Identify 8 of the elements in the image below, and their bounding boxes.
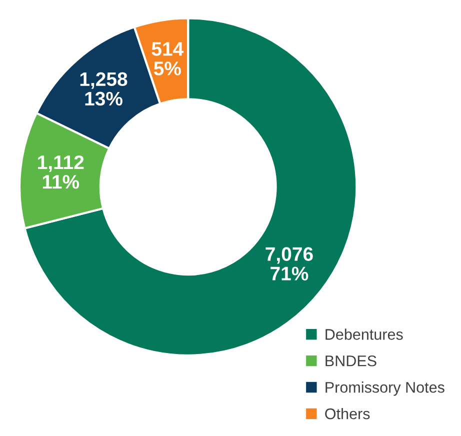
data-label: 7,076 71% xyxy=(266,247,313,280)
data-label: 514 5% xyxy=(152,42,184,76)
legend-label: Promissory Notes xyxy=(326,382,444,396)
data-label: 1,258 13% xyxy=(80,72,128,106)
data-label: 1,112 11% xyxy=(38,155,84,189)
legend-label: Debentures xyxy=(326,328,403,340)
legend-label: Others xyxy=(325,408,370,420)
legend-label: BNDES xyxy=(326,355,376,366)
